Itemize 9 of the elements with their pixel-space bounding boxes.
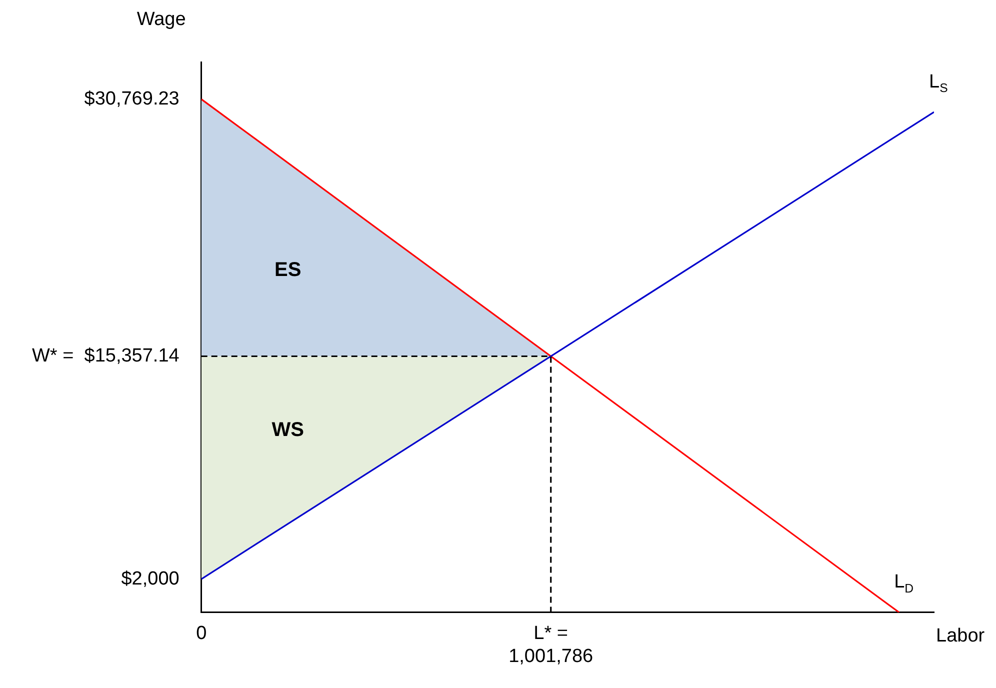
y-tick-label: $2,000 bbox=[121, 568, 180, 590]
y-tick-label: W* = $15,357.14 bbox=[32, 345, 180, 366]
x-tick-label: L* = 1,001,786 bbox=[508, 623, 594, 667]
y-tick-label: $30,769.23 bbox=[84, 88, 180, 110]
y-axis-title: Wage bbox=[136, 9, 186, 30]
x-tick-label: 0 bbox=[196, 623, 207, 644]
series-label: WS bbox=[272, 419, 304, 442]
x-axis-title: Labor bbox=[936, 626, 986, 647]
series-label: ES bbox=[274, 259, 302, 282]
